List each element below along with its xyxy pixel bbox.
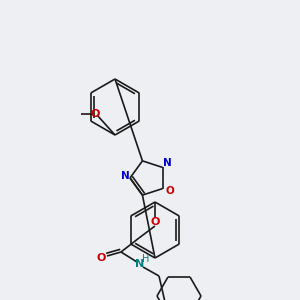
Text: N: N <box>135 259 145 269</box>
Text: N: N <box>163 158 172 168</box>
Text: O: O <box>165 186 174 196</box>
Text: N: N <box>121 171 129 181</box>
Text: O: O <box>90 109 100 119</box>
Text: O: O <box>96 253 106 263</box>
Text: H: H <box>142 254 150 264</box>
Text: O: O <box>150 217 160 227</box>
